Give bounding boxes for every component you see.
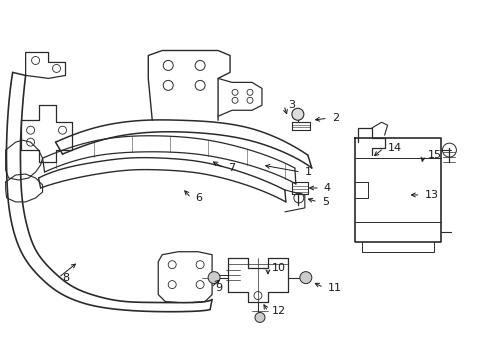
Text: 2: 2: [332, 113, 339, 123]
Text: 10: 10: [272, 263, 286, 273]
Text: 12: 12: [272, 306, 286, 316]
Circle shape: [300, 272, 312, 284]
Text: 6: 6: [195, 193, 202, 203]
Text: 4: 4: [324, 183, 331, 193]
Text: 11: 11: [328, 283, 342, 293]
Text: 3: 3: [288, 100, 295, 110]
Text: 15: 15: [427, 150, 441, 160]
Text: 9: 9: [215, 283, 222, 293]
Circle shape: [208, 272, 220, 284]
Circle shape: [255, 312, 265, 323]
Circle shape: [292, 108, 304, 120]
Text: 14: 14: [388, 143, 402, 153]
Text: 1: 1: [305, 167, 312, 177]
Text: 8: 8: [63, 273, 70, 283]
Text: 7: 7: [228, 163, 235, 173]
Text: 5: 5: [322, 197, 329, 207]
Text: 13: 13: [424, 190, 439, 200]
